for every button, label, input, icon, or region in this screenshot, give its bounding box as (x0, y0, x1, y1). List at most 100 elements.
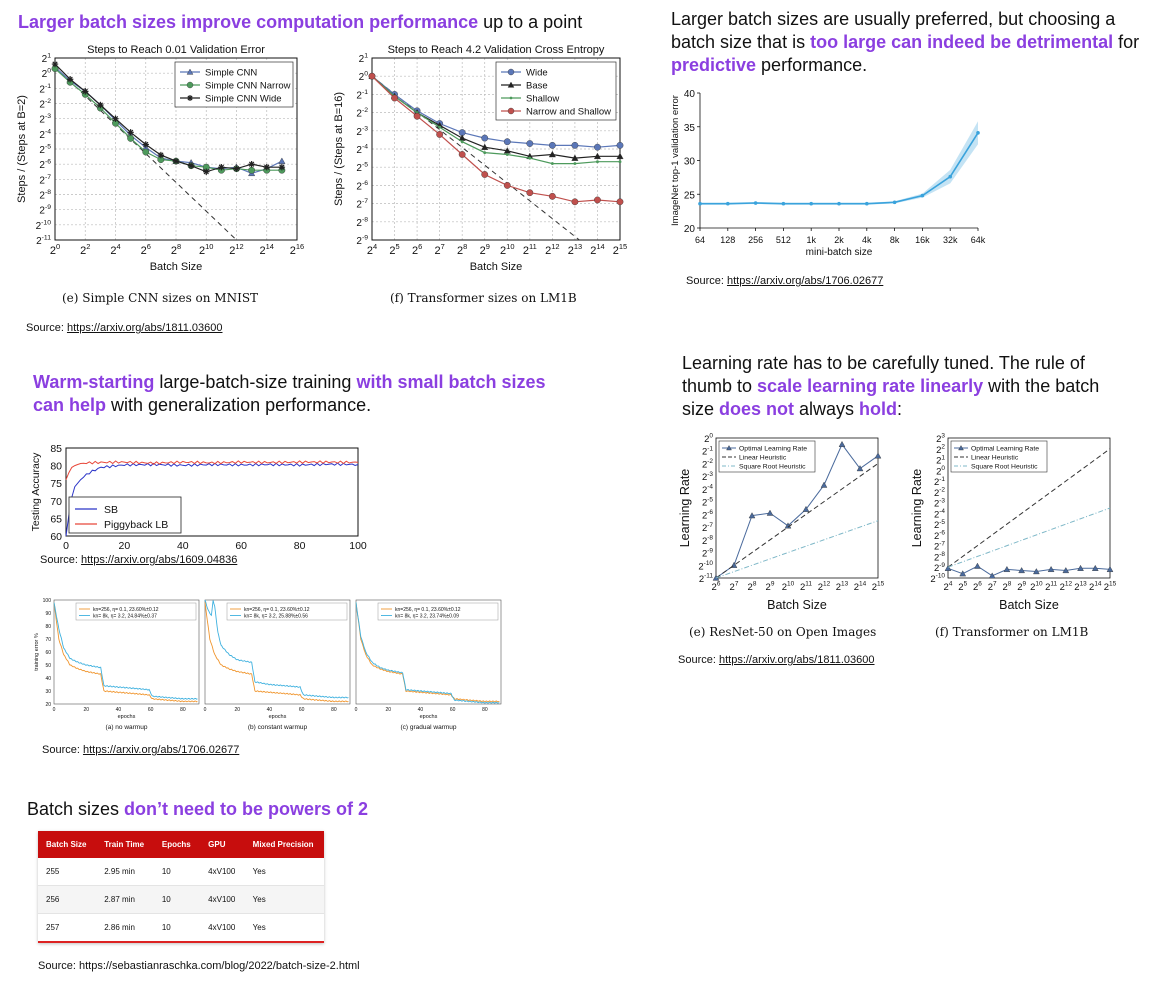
y-tick-label: 2-7 (934, 540, 945, 552)
series-line (947, 507, 1111, 568)
legend-marker (507, 107, 515, 115)
y-tick-label: 2-4 (934, 508, 945, 520)
data-point (616, 141, 624, 149)
x-tick-label: 211 (1045, 581, 1057, 593)
y-tick-label: 40 (45, 676, 51, 682)
y-tick-label: 2-3 (356, 125, 368, 138)
y-tick-label: 2-5 (934, 519, 945, 531)
x-tick-label: 25 (389, 242, 399, 257)
y-tick-label: 2-4 (39, 128, 51, 141)
y-tick-label: 35 (684, 123, 696, 134)
series-line (355, 602, 500, 703)
y-tick-label: 2-11 (699, 573, 714, 585)
source-link[interactable]: https://arxiv.org/abs/1706.02677 (82, 744, 240, 756)
data-point (248, 160, 255, 168)
legend-marker (958, 445, 964, 451)
x-tick-label: 210 (199, 242, 213, 257)
data-point (766, 509, 774, 516)
x-axis-label: Batch Size (470, 261, 523, 273)
source-1811-mid: Source: https://arxiv.org/abs/1811.03600 (678, 654, 875, 666)
legend-label: Wide (526, 68, 548, 79)
y-tick-label: 20 (704, 433, 713, 445)
x-axis-label: epochs (269, 714, 287, 720)
x-tick-label: 214 (590, 242, 604, 257)
data-point (278, 157, 286, 164)
data-point (838, 440, 846, 447)
table-cell: 4xV100 (200, 913, 245, 943)
x-tick-label: 27 (730, 581, 739, 593)
y-tick-label: 2-9 (934, 562, 945, 574)
series-line (355, 602, 500, 704)
legend-label: Optimal Learning Rate (971, 446, 1039, 453)
y-axis-label: Learning Rate (910, 469, 924, 548)
series-line (715, 443, 879, 579)
heading-powers-of-two: Batch sizes don’t need to be powers of 2 (27, 798, 507, 821)
y-axis-label: Steps / (Steps at B=2) (16, 95, 28, 203)
data-point (97, 101, 104, 109)
legend-label: SB (104, 504, 118, 516)
legend-label: Square Root Heuristic (971, 464, 1038, 471)
x-tick-label: 512 (776, 235, 791, 245)
source-link[interactable]: https://arxiv.org/abs/1706.02677 (726, 275, 884, 287)
data-point (820, 481, 828, 488)
data-point (438, 125, 442, 129)
table-header-cell: Mixed Precision (244, 831, 324, 858)
y-tick-label: 2-6 (356, 180, 368, 193)
x-tick-label: 212 (1060, 581, 1073, 593)
table-cell: 10 (153, 913, 201, 943)
source-link[interactable]: https://arxiv.org/abs/1811.03600 (66, 322, 223, 334)
heading-text: Larger batch sizes are usually preferred… (671, 9, 1116, 52)
x-tick-label: 210 (500, 242, 514, 257)
data-point (1091, 564, 1099, 571)
caption-lm1b: (f) Transformer sizes on LM1B (390, 291, 577, 305)
table-cell: Yes (244, 885, 324, 914)
data-point (278, 164, 286, 171)
x-tick-label: 29 (480, 242, 490, 257)
x-tick-label: 64 (695, 235, 705, 245)
x-tick-label: 20 (50, 242, 60, 257)
table-row: 256 2.87 min 10 4xV100 Yes (38, 885, 324, 914)
table-cell: 2.95 min (96, 858, 154, 886)
y-tick-label: 100 (43, 598, 52, 604)
data-point (368, 72, 376, 80)
batch-size-table-wrap: Batch Size Train Time Epochs GPU Mixed Preci… (38, 831, 324, 943)
data-point (526, 189, 534, 197)
legend-marker (507, 68, 515, 76)
chart-mnist-steps: Steps to Reach 0.01 Validation Error 20 22… (16, 44, 304, 273)
y-tick-label: 20 (359, 71, 369, 84)
x-tick-label: 8k (890, 235, 900, 245)
data-point (503, 181, 511, 189)
heading-highlight: hold (859, 399, 898, 419)
plot-frame (65, 447, 359, 537)
table-cell: 256 (38, 885, 97, 914)
source-link[interactable]: https://arxiv.org/abs/1811.03600 (718, 654, 875, 666)
y-tick-label: 30 (45, 689, 51, 695)
y-tick-label: 65 (50, 513, 62, 525)
x-tick-label: 214 (260, 242, 274, 257)
y-tick-label: 2-8 (39, 189, 51, 202)
legend-box (68, 496, 182, 534)
heading-large-batch-detrimental: Larger batch sizes are usually preferred… (671, 8, 1159, 77)
data-point (976, 131, 980, 135)
table-row: 255 2.95 min 10 4xV100 Yes (38, 858, 324, 886)
x-axis-label: mini-batch size (806, 247, 873, 258)
x-tick-label: 4k (862, 235, 872, 245)
source-link[interactable]: https://arxiv.org/abs/1609.04836 (80, 554, 238, 566)
data-point (142, 148, 150, 156)
y-tick-label: 2-7 (702, 522, 713, 534)
legend-marker (187, 95, 193, 101)
y-axis-label: training error % (34, 633, 40, 671)
heading-highlight: scale learning rate linearly (757, 376, 984, 396)
y-tick-label: 2-7 (39, 174, 51, 187)
x-tick-label: 28 (748, 581, 757, 593)
x-tick-label: 28 (457, 242, 467, 257)
data-point (865, 201, 869, 206)
table-cell: Yes (244, 913, 324, 943)
y-tick-label: 2-3 (934, 497, 945, 509)
legend-label: Simple CNN Narrow (205, 81, 291, 92)
data-point (548, 192, 556, 200)
table-cell: 10 (153, 858, 201, 886)
reference-line (54, 66, 237, 241)
heading-text: Batch sizes (27, 799, 125, 819)
y-tick-label: 2-4 (702, 484, 713, 496)
